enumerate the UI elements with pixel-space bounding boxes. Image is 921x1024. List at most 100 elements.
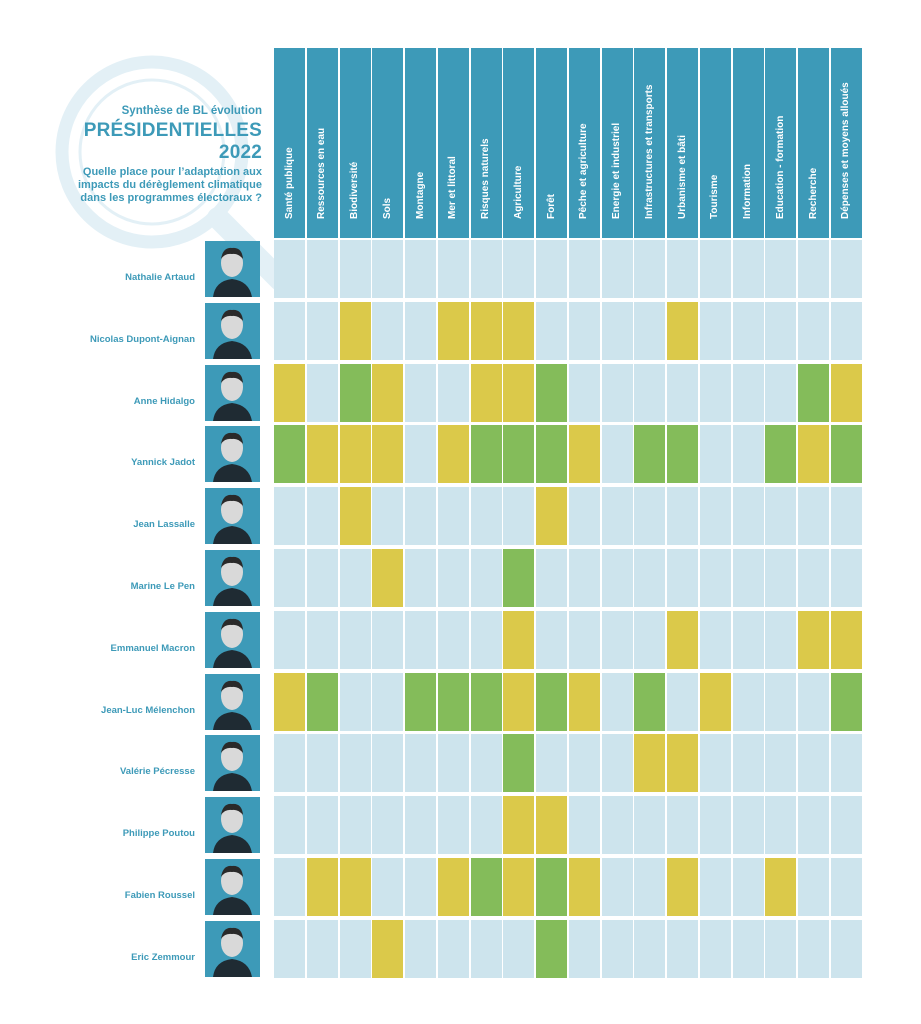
heatmap-cell <box>732 858 764 916</box>
heatmap-cell <box>437 796 469 855</box>
heatmap-cell <box>437 240 469 298</box>
heatmap-cell <box>405 425 436 484</box>
heatmap-cell <box>470 240 502 298</box>
candidate-photo <box>205 673 260 730</box>
heatmap-cell <box>372 919 404 978</box>
heatmap-cell <box>339 363 371 422</box>
column-header: Ressources en eau <box>306 48 338 238</box>
heatmap-cell <box>667 425 698 484</box>
heatmap-cell <box>339 858 371 916</box>
heatmap-cell <box>274 858 305 916</box>
heatmap-cell <box>306 301 338 360</box>
heatmap-cell <box>732 796 764 855</box>
heatmap-cell <box>405 796 436 855</box>
column-header-label: Santé publique <box>283 147 295 219</box>
heatmap-cell <box>765 240 797 298</box>
heatmap-cell <box>437 301 469 360</box>
heatmap-cell <box>503 549 535 607</box>
candidate-name: Eric Zemmour <box>131 951 195 963</box>
column-header: Urbanisme et bâti <box>667 48 698 238</box>
column-header: Energie et industriel <box>601 48 633 238</box>
heatmap-cell <box>536 796 567 855</box>
heatmap-cell <box>306 919 338 978</box>
column-header: Mer et littoral <box>437 48 469 238</box>
heatmap-cell <box>503 610 535 669</box>
heatmap-cell <box>601 919 633 978</box>
column-header: Education - formation <box>765 48 797 238</box>
candidate-photo <box>205 797 260 854</box>
column-header-label: Risques naturels <box>480 138 491 219</box>
heatmap-cell <box>339 672 371 731</box>
person-icon <box>205 364 260 421</box>
heatmap-cell <box>274 549 305 607</box>
heatmap-cell <box>339 796 371 855</box>
candidate-name: Valérie Pécresse <box>119 766 195 778</box>
heatmap-cell <box>798 240 829 298</box>
heatmap-cell <box>634 610 666 669</box>
column-header: Dépenses et moyens alloués <box>830 48 862 238</box>
heatmap-cell <box>568 240 600 298</box>
heatmap-cell <box>339 301 371 360</box>
heatmap-cell <box>830 549 862 607</box>
candidate-name: Marine Le Pen <box>130 581 195 592</box>
heatmap-cell <box>470 672 502 731</box>
heatmap-cell <box>798 487 829 546</box>
heatmap-cell <box>732 734 764 793</box>
heatmap-cell <box>601 240 633 298</box>
person-icon <box>205 241 260 297</box>
heatmap-cell <box>830 919 862 978</box>
heatmap-cell <box>274 301 305 360</box>
heatmap-cell <box>699 919 731 978</box>
heatmap-cell <box>536 672 567 731</box>
heatmap-cell <box>306 610 338 669</box>
heatmap-cell <box>765 487 797 546</box>
heatmap-cell <box>765 734 797 793</box>
heatmap-cell <box>765 549 797 607</box>
heatmap-cell <box>372 301 404 360</box>
heatmap-cell <box>798 919 829 978</box>
candidate-name: Jean-Luc Mélenchon <box>101 704 195 716</box>
heatmap-cell <box>634 363 666 422</box>
heatmap-cell <box>601 796 633 855</box>
column-header-label: Recherche <box>807 167 819 219</box>
heatmap-cell <box>634 301 666 360</box>
heatmap-cell <box>536 549 567 607</box>
heatmap-cell <box>503 487 535 546</box>
heatmap-cell <box>306 240 338 298</box>
heatmap-cell <box>274 425 305 484</box>
heatmap-cell <box>437 549 469 607</box>
column-header: Montagne <box>405 48 436 238</box>
heatmap-cell <box>732 919 764 978</box>
heatmap-cell <box>732 363 764 422</box>
column-header-label: Montagne <box>414 171 426 219</box>
column-header-label: Agriculture <box>512 165 524 219</box>
heatmap-cell <box>536 919 567 978</box>
column-header: Tourisme <box>699 48 731 238</box>
heatmap-cell <box>765 301 797 360</box>
heatmap-cell <box>667 240 698 298</box>
heatmap-cell <box>470 363 502 422</box>
heatmap-cell <box>601 672 633 731</box>
heatmap-cell <box>372 549 404 607</box>
heatmap-cell <box>372 363 404 422</box>
candidate-name: Anne Hidalgo <box>133 395 195 407</box>
heatmap-cell <box>503 858 535 916</box>
column-header-label: Infrastructures et transports <box>643 84 655 219</box>
person-icon <box>205 550 260 606</box>
heatmap-cell <box>568 672 600 731</box>
heatmap-cell <box>667 610 698 669</box>
person-icon <box>205 488 260 545</box>
heatmap-cell <box>372 858 404 916</box>
heatmap-cell <box>699 425 731 484</box>
candidate-name: Emmanuel Macron <box>110 642 195 654</box>
heatmap-cell <box>699 549 731 607</box>
heatmap-cell <box>470 425 502 484</box>
heatmap-cell <box>568 425 600 484</box>
heatmap-cell <box>470 858 502 916</box>
heatmap-cell <box>470 919 502 978</box>
heatmap-cell <box>470 549 502 607</box>
column-header: Recherche <box>798 48 829 238</box>
heatmap-cell <box>568 919 600 978</box>
person-icon <box>205 920 260 977</box>
heatmap-cell <box>536 301 567 360</box>
